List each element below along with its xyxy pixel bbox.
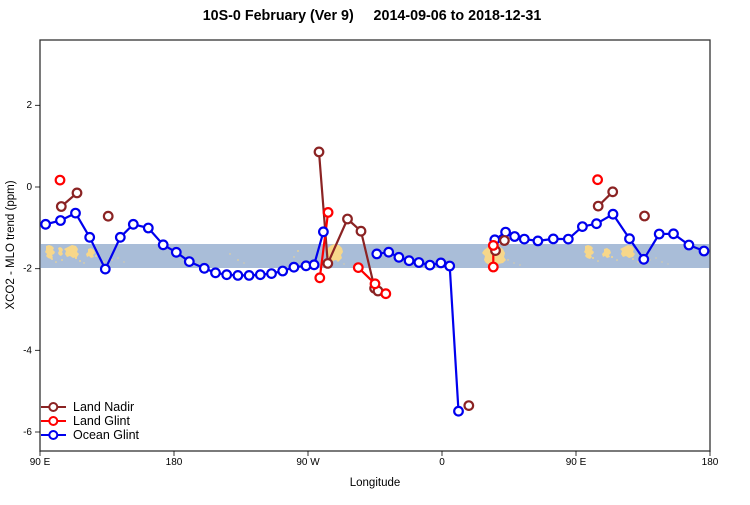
svg-text:180: 180	[702, 457, 719, 468]
svg-text:Land Nadir: Land Nadir	[73, 400, 134, 414]
svg-text:90 W: 90 W	[296, 457, 320, 468]
svg-text:XCO2 - MLO trend (ppm): XCO2 - MLO trend (ppm)	[5, 180, 17, 309]
svg-text:90 E: 90 E	[566, 457, 587, 468]
svg-text:-4: -4	[23, 345, 32, 356]
svg-text:-2: -2	[23, 264, 32, 275]
svg-text:90 E: 90 E	[30, 457, 51, 468]
svg-text:2: 2	[26, 100, 32, 111]
svg-text:0: 0	[26, 182, 32, 193]
svg-text:180: 180	[166, 457, 183, 468]
svg-text:Longitude: Longitude	[350, 477, 401, 489]
svg-text:Land Glint: Land Glint	[73, 414, 131, 428]
svg-text:Ocean Glint: Ocean Glint	[73, 428, 140, 442]
svg-text:-6: -6	[23, 427, 32, 438]
svg-text:10S-0 February (Ver 9) 201: 10S-0 February (Ver 9) 2014-09-06 to 201…	[203, 8, 542, 24]
svg-text:0: 0	[439, 457, 445, 468]
